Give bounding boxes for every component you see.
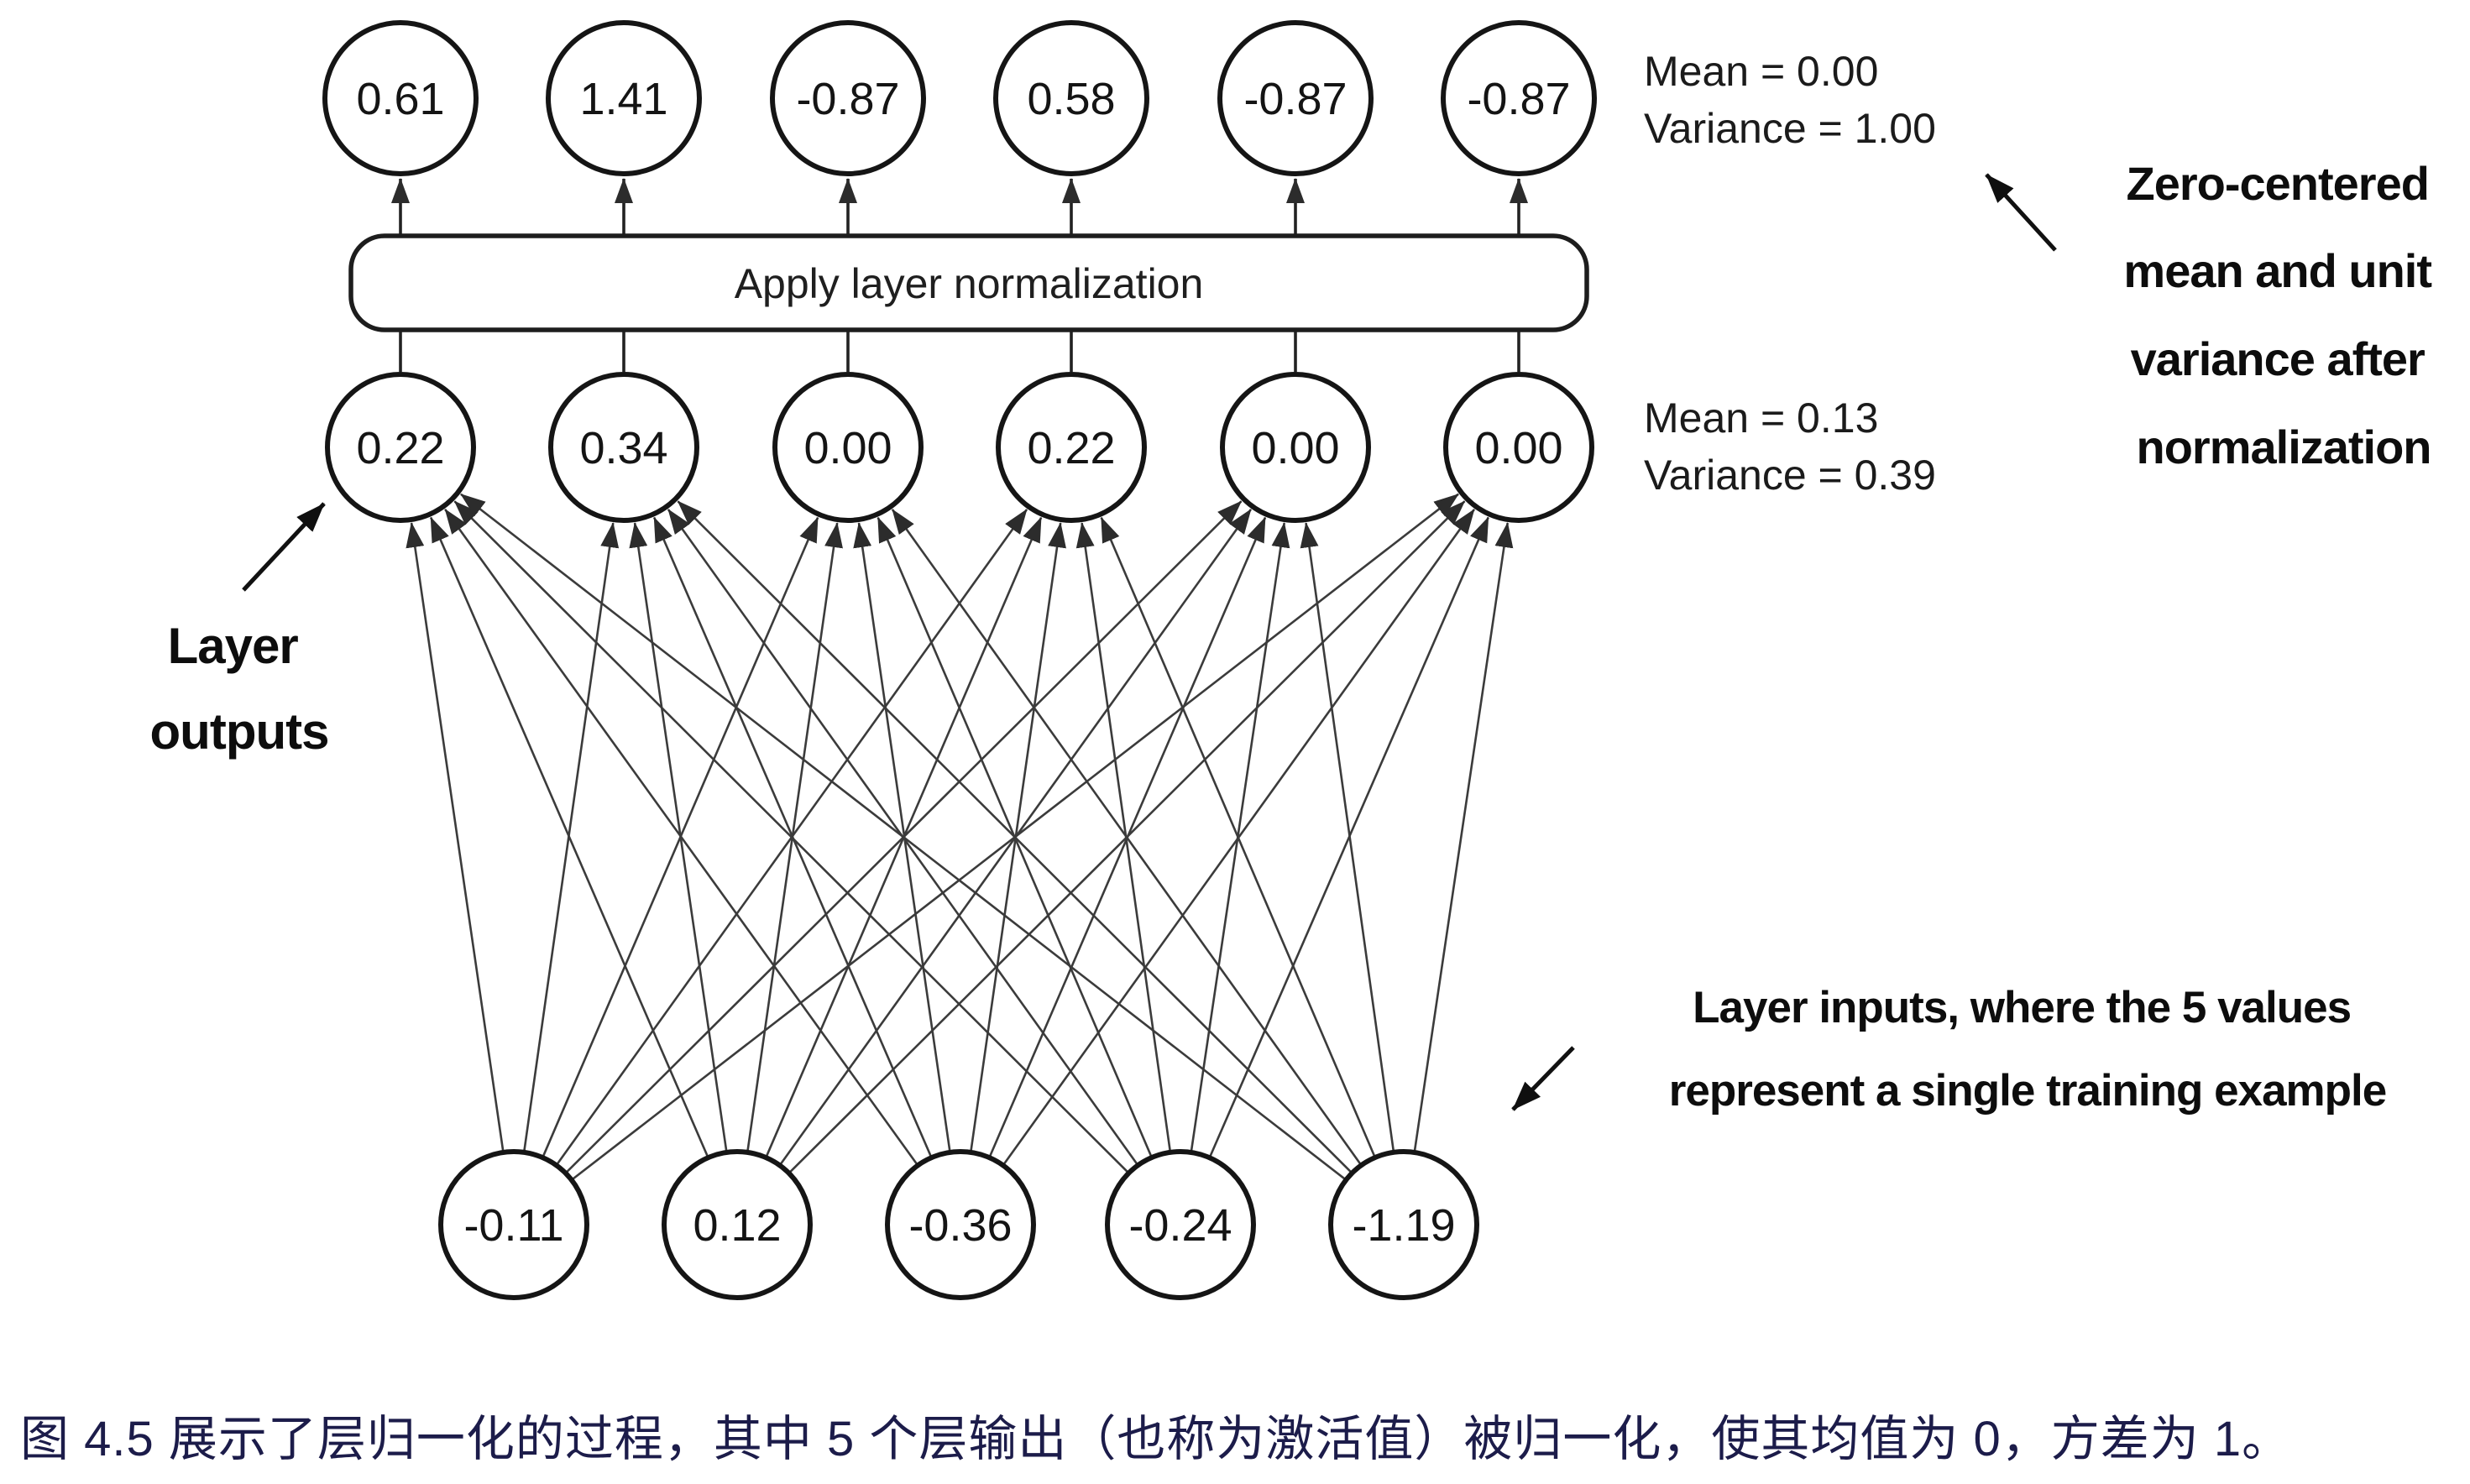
layer-input-node-circle bbox=[885, 1149, 1036, 1300]
layer-output-node-circle bbox=[548, 372, 699, 523]
layer-outputs-arrow bbox=[242, 502, 326, 592]
layer-input-node-value: -1.19 bbox=[1352, 1200, 1455, 1251]
layer-output-node: 0.00 bbox=[1220, 372, 1371, 523]
layer-norm-box bbox=[348, 233, 1589, 332]
layer-input-node-circle bbox=[438, 1149, 589, 1300]
node-circles: 0.61 1.41 -0.87 0.58 -0.87 -0.87 0.22 0.34 0.00 0… bbox=[322, 20, 1597, 1300]
layer-inputs-annotation: Layer inputs, where the 5 values represe… bbox=[1669, 983, 2387, 1116]
normalized-output-node-value: -0.87 bbox=[1243, 74, 1347, 124]
normalized-output-node-value: 0.58 bbox=[1027, 74, 1115, 124]
normalization-connectors bbox=[391, 178, 1528, 372]
input-to-output-edge bbox=[1413, 522, 1514, 1153]
layer-input-node-circle bbox=[1328, 1149, 1479, 1300]
normalized-output-node-circle bbox=[1217, 20, 1374, 176]
normalized-output-node-value: 1.41 bbox=[579, 74, 667, 124]
layer-output-node-value: 0.00 bbox=[803, 423, 892, 473]
layer-input-node-value: -0.11 bbox=[463, 1200, 563, 1251]
input-to-output-edge bbox=[1300, 522, 1395, 1153]
layer-output-node-circle bbox=[1220, 372, 1371, 523]
layer-output-node-value: 0.34 bbox=[579, 423, 667, 473]
layer-input-node-value: -0.36 bbox=[908, 1200, 1012, 1251]
input-to-output-edge bbox=[444, 509, 919, 1167]
normalized-output-node-circle bbox=[1441, 20, 1597, 176]
stats-before-normalization: Mean = 0.13 Variance = 0.39 bbox=[1644, 395, 1936, 499]
layer-output-node-circle bbox=[325, 372, 476, 523]
layer-outputs-annotation: Layer outputs bbox=[150, 618, 329, 760]
layer-output-node-value: 0.22 bbox=[356, 423, 444, 473]
layer-input-node: -0.24 bbox=[1105, 1149, 1256, 1300]
layer-input-node-value: -0.24 bbox=[1128, 1200, 1232, 1251]
layer-output-node-circle bbox=[772, 372, 924, 523]
normalized-output-node: 0.58 bbox=[993, 20, 1149, 176]
figure-caption: 图 4.5 展示了层归一化的过程，其中 5 个层输出（也称为激活值）被归一化，使… bbox=[20, 1412, 2292, 1466]
normalized-output-node: 0.61 bbox=[322, 20, 479, 176]
layer-inputs-arrow bbox=[1511, 1046, 1575, 1111]
input-to-output-edge bbox=[460, 493, 1348, 1181]
layer-input-node: -0.36 bbox=[885, 1149, 1036, 1300]
layer-norm-box-label: Apply layer normalization bbox=[735, 260, 1204, 307]
layer-output-node: 0.22 bbox=[996, 372, 1147, 523]
layer-input-node: -0.11 bbox=[438, 1149, 589, 1300]
layer-output-node: 0.22 bbox=[325, 372, 476, 523]
mean-after-label: Mean = 0.00 bbox=[1644, 48, 1878, 95]
normalized-output-node-value: -0.87 bbox=[796, 74, 899, 124]
normalized-output-node-circle bbox=[993, 20, 1149, 176]
zero-centered-annotation: Zero-centered mean and unit variance aft… bbox=[2123, 157, 2443, 473]
layer-input-node: 0.12 bbox=[662, 1149, 813, 1300]
mean-before-label: Mean = 0.13 bbox=[1644, 395, 1878, 442]
layer-output-node-circle bbox=[1443, 372, 1594, 523]
layer-input-node-value: 0.12 bbox=[693, 1200, 781, 1251]
input-to-output-edge bbox=[453, 500, 1130, 1174]
normalized-output-node-circle bbox=[322, 20, 479, 176]
normalized-output-node-circle bbox=[770, 20, 926, 176]
input-to-output-edge bbox=[429, 516, 709, 1158]
layer-input-node-circle bbox=[662, 1149, 813, 1300]
normalized-output-node: -0.87 bbox=[1217, 20, 1374, 176]
input-to-output-edge bbox=[406, 522, 505, 1153]
normalized-output-node: -0.87 bbox=[1441, 20, 1597, 176]
input-to-output-edge bbox=[1100, 516, 1376, 1158]
stats-after-normalization: Mean = 0.00 Variance = 1.00 bbox=[1644, 48, 1936, 152]
normalized-output-node: -0.87 bbox=[770, 20, 926, 176]
normalized-output-node-circle bbox=[546, 20, 702, 176]
layer-input-node: -1.19 bbox=[1328, 1149, 1479, 1300]
layer-output-node-circle bbox=[996, 372, 1147, 523]
layer-output-node: 0.00 bbox=[772, 372, 924, 523]
layer-output-node: 0.00 bbox=[1443, 372, 1594, 523]
normalized-output-node-value: 0.61 bbox=[356, 74, 444, 124]
normalized-output-node: 1.41 bbox=[546, 20, 702, 176]
layer-input-node-circle bbox=[1105, 1149, 1256, 1300]
input-output-edges bbox=[406, 493, 1514, 1181]
normalized-output-node-value: -0.87 bbox=[1467, 74, 1570, 124]
layer-output-node-value: 0.00 bbox=[1474, 423, 1562, 473]
input-to-output-edge bbox=[891, 509, 1363, 1166]
layer-output-node-value: 0.00 bbox=[1251, 423, 1339, 473]
layer-output-node: 0.34 bbox=[548, 372, 699, 523]
zero-centered-arrow bbox=[1985, 173, 2057, 252]
variance-before-label: Variance = 0.39 bbox=[1644, 452, 1936, 499]
variance-after-label: Variance = 1.00 bbox=[1644, 105, 1936, 152]
layer-output-node-value: 0.22 bbox=[1027, 423, 1115, 473]
input-to-output-edge bbox=[677, 500, 1353, 1174]
